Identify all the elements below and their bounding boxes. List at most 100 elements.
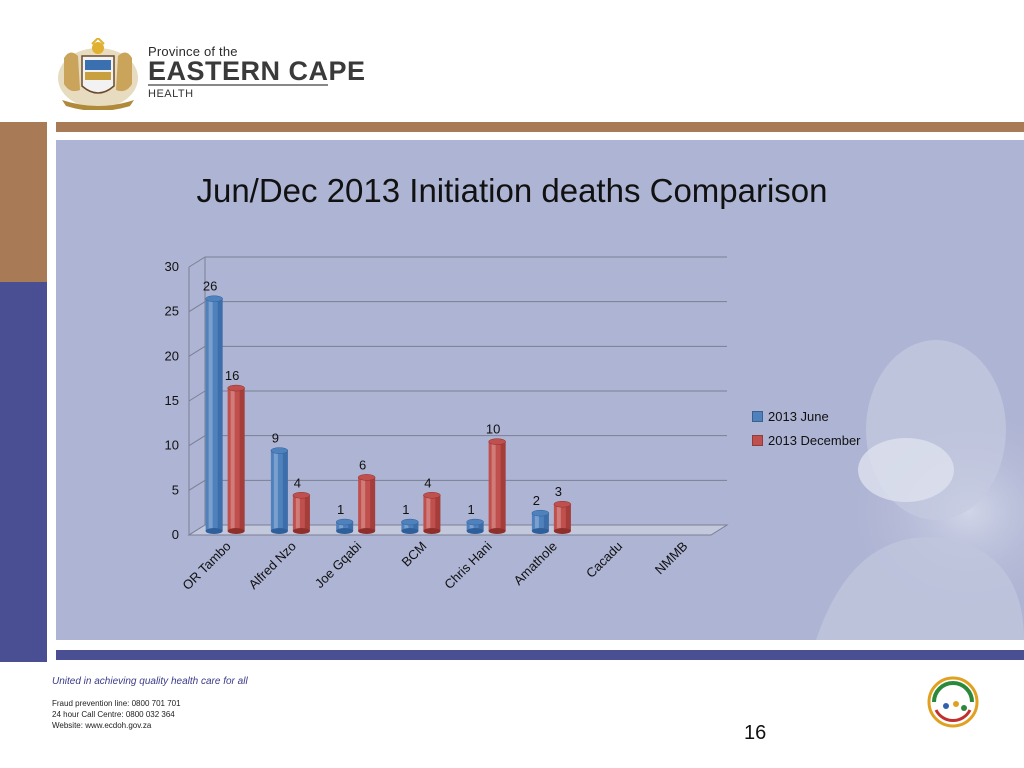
data-label: 1 [402,502,409,517]
bottom-stripe [56,650,1024,660]
grid-depth-line [188,256,206,268]
bar-shadow [370,477,376,531]
data-label: 1 [337,502,344,517]
bar-base [423,528,441,534]
bar [466,522,484,531]
grid-depth-line [188,345,206,357]
legend-swatch-june [752,410,763,422]
bar-base [553,528,571,534]
x-tick-label: Amathole [511,539,560,588]
bar-top [488,438,506,445]
bar-shadow [413,522,419,531]
bar-shadow [565,504,571,531]
data-label: 10 [486,422,500,437]
y-tick-label: 0 [172,527,179,542]
bar-top [357,474,376,481]
footer-fraud-line: Fraud prevention line: 0800 701 701 [52,699,181,708]
bar-top [423,492,441,499]
logo-divider [148,84,328,86]
grid-depth-line [188,390,206,402]
bar-base [227,528,245,534]
bar-highlight [208,298,213,531]
left-band-brown [0,122,47,282]
bar-shadow [500,441,506,531]
x-tick-label: Cacadu [583,539,625,581]
bar-base [205,528,223,534]
page-number: 16 [744,722,767,744]
bar-top [553,500,572,508]
bar-top [292,492,311,499]
x-tick-label: Joe Gqabi [312,538,365,591]
data-label: 16 [225,368,239,383]
data-label: 1 [468,502,475,517]
bar-highlight [556,504,561,531]
coat-of-arms-logo [58,38,138,110]
y-tick-label: 10 [165,438,179,453]
bar-top [205,295,223,302]
bar-top [227,384,245,392]
bar-top [466,518,484,526]
y-tick-label: 25 [165,304,179,319]
bar-base [401,528,419,534]
legend-label-december: 2013 December [768,432,861,448]
bar-highlight [404,522,409,531]
bar-top [531,509,550,517]
grid-depth-line [188,479,206,491]
logo-eastern-cape-text: EASTERN CAPE [148,56,366,86]
data-label: 6 [359,457,366,472]
bar-base [466,528,484,534]
bar-shadow [304,495,310,531]
bar-shadow [282,450,288,531]
legend-item-december: 2013 December [752,428,861,452]
data-label: 4 [294,475,301,490]
grid-depth-line [188,435,206,447]
left-band-blue [0,282,47,662]
x-tick-label: OR Tambo [179,539,233,593]
footer-tagline: United in achieving quality health care … [52,676,248,687]
legend-item-june: 2013 June [752,404,861,428]
bar-highlight [273,450,278,531]
bar-shadow [348,522,354,531]
bar-base [336,528,354,534]
bar-highlight [361,477,366,531]
y-tick-label: 30 [165,259,179,274]
bar-highlight [230,388,235,531]
logo-health-text: HEALTH [148,88,194,100]
x-tick-label: BCM [398,539,429,570]
bar [336,522,354,531]
bar-top [270,447,289,454]
y-tick-label: 20 [165,348,179,363]
bar-shadow [217,298,223,531]
data-label: 9 [272,431,279,446]
slide-title: Jun/Dec 2013 Initiation deaths Compariso… [196,172,828,209]
footer-website: Website: www.ecdoh.gov.za [52,721,152,730]
y-tick-label: 5 [172,482,179,497]
twenty-years-badge-logo [927,676,979,728]
bar-shadow [543,513,549,531]
chart-legend: 2013 June 2013 December [752,404,861,452]
footer-call-centre: 24 hour Call Centre: 0800 032 364 [52,710,175,719]
bar-highlight [491,441,496,531]
bar-base [358,528,376,534]
legend-label-june: 2013 June [768,408,829,424]
bar-base [292,528,310,534]
chart-floor [187,524,729,536]
data-label: 26 [203,279,217,294]
data-label: 4 [424,475,431,490]
bar-shadow [239,388,245,531]
slide-panel [56,140,1024,640]
bar-highlight [295,495,300,531]
bar-highlight [339,522,344,531]
logo-province-text: Province of the [148,44,238,59]
top-stripe [56,122,1024,132]
bar-shadow [435,495,441,531]
x-tick-label: Chris Hani [441,538,495,592]
bar-base [488,528,506,534]
bar-shadow [478,522,484,531]
y-tick-label: 15 [165,393,179,408]
bar-top [401,518,419,526]
x-tick-label: NMMB [652,539,691,578]
legend-swatch-december [752,434,763,446]
bar-top [335,518,354,526]
